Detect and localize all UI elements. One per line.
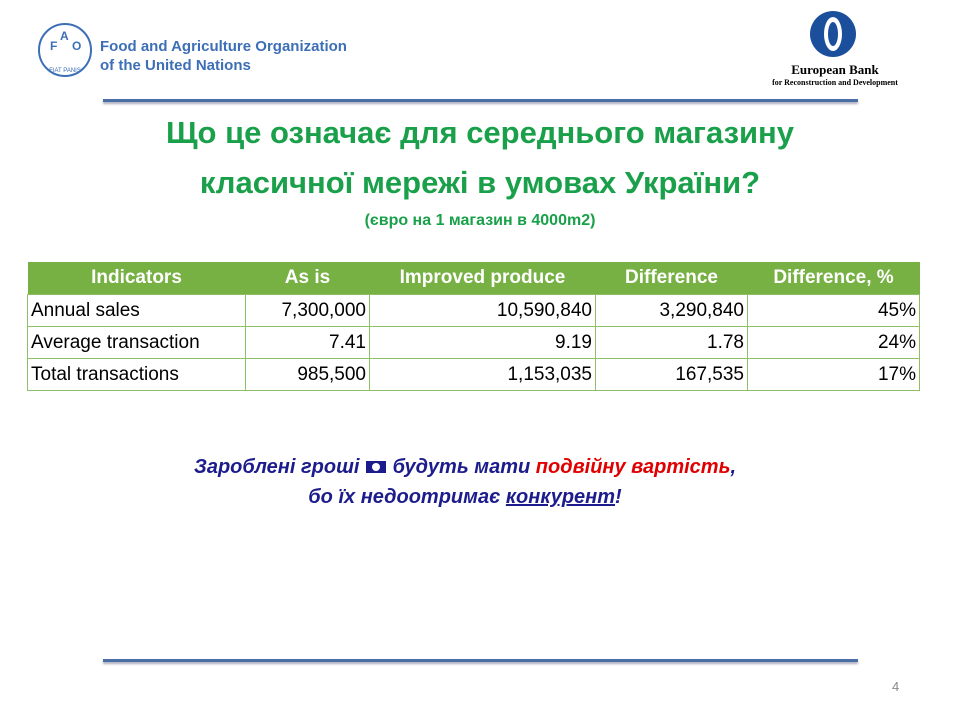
table-cell: 3,290,840 (595, 294, 748, 327)
table-cell: 1.78 (595, 326, 748, 359)
data-table: Indicators As is Improved produce Differ… (27, 262, 920, 391)
title-line: Що це означає для середнього магазину (165, 115, 795, 150)
table-row: Average transaction 7.41 9.19 1.78 24% (27, 326, 920, 359)
msg-text: Заробленi грошi (193, 456, 360, 478)
table-cell: 985,500 (245, 358, 370, 391)
ebrd-logo (810, 11, 856, 57)
title: Що це означає для середнього магазину кл… (0, 108, 960, 208)
fao-name: Food and Agriculture Organization of the… (100, 37, 347, 75)
msg-text: ! (615, 486, 622, 508)
table-cell: 167,535 (595, 358, 748, 391)
fao-logo: F A O FIAT PANIS (38, 23, 92, 77)
msg-underline: конкурент (505, 486, 616, 508)
ebrd-sub: for Reconstruction and Development (772, 78, 898, 87)
logo-letter: F (50, 39, 57, 53)
ebrd-name: European Bank for Reconstruction and Dev… (760, 62, 910, 87)
table-cell: 7.41 (245, 326, 370, 359)
msg-text: , (730, 456, 737, 478)
table-cell: 10,590,840 (369, 294, 596, 327)
header-cell: Improved produce (369, 262, 596, 295)
table-row: Total transactions 985,500 1,153,035 167,53… (27, 358, 920, 391)
table-cell: 17% (747, 358, 920, 391)
header-row: Indicators As is Improved produce Differ… (27, 262, 920, 295)
message: Заробленi грошi будуть мати подвійну вар… (0, 452, 930, 512)
table-cell: 9.19 (369, 326, 596, 359)
fao-line: of the United Nations (100, 57, 251, 74)
table-cell: 7,300,000 (245, 294, 370, 327)
subtitle: (євро на 1 магазин в 4000m2) (364, 212, 596, 229)
table-row: Annual sales 7,300,000 10,590,840 3,290,840… (27, 294, 920, 327)
header-cell: As is (245, 262, 370, 295)
header-cell: Indicators (27, 262, 246, 295)
logo-letter: A (60, 29, 69, 43)
logo-letter: O (72, 39, 81, 53)
msg-text: бо їх недоотримає (308, 486, 501, 508)
fao-line: Food and Agriculture Organization (100, 38, 347, 55)
message-line: бо їх недоотримає конкурент! (0, 482, 930, 512)
message-line: Заробленi грошi будуть мати подвійну вар… (0, 452, 930, 482)
msg-highlight: подвійну вартість (535, 456, 731, 478)
table-cell: Average transaction (27, 326, 246, 359)
top-rule (103, 99, 858, 102)
money-icon (366, 461, 386, 473)
table-body: Annual sales 7,300,000 10,590,840 3,290,840… (27, 294, 920, 391)
header-cell: Difference (595, 262, 748, 295)
ebrd-title: European Bank (791, 62, 879, 77)
page-number: 4 (892, 679, 900, 694)
title-line: класичної мережі в умовах України? (199, 165, 761, 200)
msg-text: будуть мати (392, 456, 531, 478)
table-cell: Total transactions (27, 358, 246, 391)
table-cell: Annual sales (27, 294, 246, 327)
logo-motto: FIAT PANIS (49, 68, 81, 74)
table-cell: 45% (747, 294, 920, 327)
header-cell: Difference, % (747, 262, 920, 295)
table-cell: 1,153,035 (369, 358, 596, 391)
bottom-rule (103, 659, 858, 662)
table-cell: 24% (747, 326, 920, 359)
